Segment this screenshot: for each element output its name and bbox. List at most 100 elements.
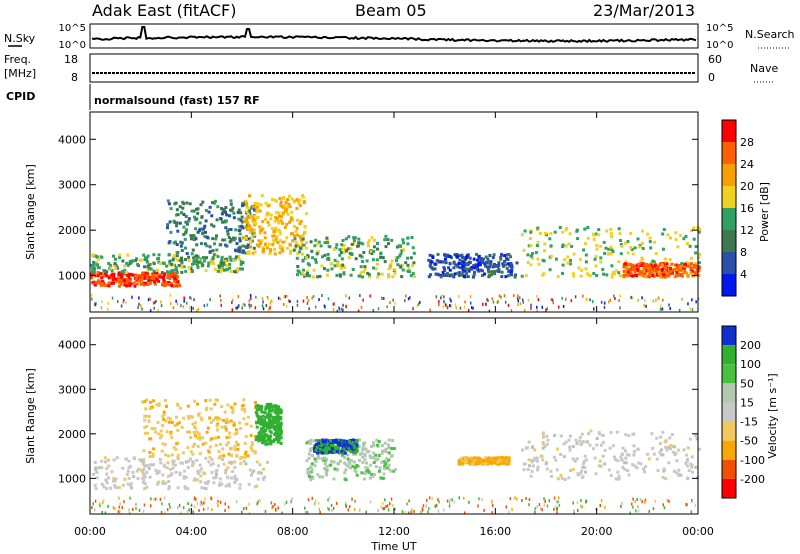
scatter-cell bbox=[372, 441, 375, 445]
noise-cell bbox=[389, 502, 391, 506]
scatter-cell bbox=[264, 415, 268, 419]
scatter-cell bbox=[209, 421, 213, 424]
colorbar-tick-label: 4 bbox=[740, 268, 747, 281]
scatter-cell bbox=[161, 480, 165, 484]
scatter-cell bbox=[630, 247, 634, 251]
scatter-cell bbox=[176, 402, 180, 406]
scatter-cell bbox=[202, 471, 206, 475]
scatter-cell bbox=[472, 264, 476, 268]
scatter-cell bbox=[342, 447, 346, 451]
scatter-cell bbox=[268, 252, 272, 256]
scatter-cell bbox=[305, 256, 308, 260]
scatter-cell bbox=[165, 466, 169, 470]
scatter-cell bbox=[342, 439, 346, 443]
scatter-cell bbox=[110, 273, 114, 277]
scatter-cell bbox=[220, 268, 223, 272]
noise-cell bbox=[662, 298, 664, 302]
noise-cell bbox=[188, 306, 191, 310]
scatter-cell bbox=[138, 258, 142, 262]
scatter-cell bbox=[592, 447, 595, 451]
noise-cell bbox=[149, 297, 151, 301]
scatter-cell bbox=[196, 265, 200, 269]
noise-cell bbox=[365, 510, 367, 514]
noise-cell bbox=[557, 500, 559, 504]
scatter-cell bbox=[429, 273, 433, 277]
scatter-cell bbox=[143, 258, 147, 261]
scatter-cell bbox=[300, 243, 304, 247]
scatter-cell bbox=[665, 262, 669, 266]
scatter-cell bbox=[236, 447, 240, 451]
noise-cell bbox=[164, 511, 166, 515]
scatter-cell bbox=[617, 474, 621, 478]
scatter-cell bbox=[572, 272, 575, 276]
scatter-cell bbox=[453, 253, 457, 257]
scatter-cell bbox=[277, 433, 280, 437]
scatter-cell bbox=[283, 204, 287, 207]
scatter-cell bbox=[291, 239, 295, 243]
scatter-cell bbox=[626, 251, 630, 255]
noise-cell bbox=[421, 508, 424, 512]
scatter-cell bbox=[198, 437, 202, 441]
scatter-cell bbox=[657, 272, 661, 276]
freq-label-line1: Freq. bbox=[4, 53, 31, 66]
scatter-cell bbox=[96, 271, 100, 275]
scatter-cell bbox=[105, 467, 109, 471]
noise-cell bbox=[573, 509, 575, 513]
scatter-cell bbox=[255, 243, 259, 247]
noise-cell bbox=[663, 506, 666, 510]
scatter-cell bbox=[697, 256, 701, 260]
scatter-cell bbox=[320, 457, 324, 461]
scatter-cell bbox=[266, 402, 270, 406]
scatter-cell bbox=[492, 253, 496, 257]
scatter-cell bbox=[452, 261, 456, 265]
scatter-cell bbox=[661, 247, 665, 251]
scatter-cell bbox=[204, 399, 208, 403]
noise-cell bbox=[551, 298, 554, 302]
scatter-cell bbox=[632, 444, 636, 448]
scatter-cell bbox=[335, 467, 339, 471]
scatter-cell bbox=[390, 454, 394, 458]
scatter-cell bbox=[225, 417, 229, 421]
scatter-cell bbox=[353, 236, 357, 240]
scatter-cell bbox=[624, 260, 628, 264]
scatter-cell bbox=[491, 265, 495, 269]
scatter-cell bbox=[676, 245, 680, 249]
scatter-cell bbox=[233, 432, 237, 436]
scatter-cell bbox=[580, 268, 584, 272]
colorbar-tick-label: -200 bbox=[740, 473, 765, 486]
noise-cell bbox=[118, 505, 121, 509]
scatter-cell bbox=[257, 431, 261, 435]
scatter-cell bbox=[571, 457, 575, 461]
scatter-cell bbox=[232, 216, 236, 220]
noise-cell bbox=[382, 507, 384, 511]
noise-right-label: N.Search bbox=[745, 28, 795, 41]
scatter-cell bbox=[96, 263, 99, 267]
scatter-cell bbox=[209, 463, 213, 467]
scatter-cell bbox=[324, 451, 328, 455]
scatter-cell bbox=[411, 272, 415, 276]
scatter-cell bbox=[226, 229, 230, 233]
scatter-cell bbox=[286, 212, 290, 216]
scatter-cell bbox=[242, 398, 246, 402]
noise-cell bbox=[678, 308, 681, 312]
noise-cell bbox=[443, 300, 445, 304]
noise-cell bbox=[265, 304, 268, 307]
scatter-cell bbox=[458, 254, 462, 258]
scatter-cell bbox=[297, 202, 301, 205]
scatter-cell bbox=[395, 259, 398, 263]
scatter-cell bbox=[199, 203, 203, 207]
noise-cell bbox=[269, 306, 271, 310]
noise-cell bbox=[345, 294, 347, 298]
scatter-cell bbox=[541, 446, 545, 450]
scatter-cell bbox=[128, 284, 132, 288]
scatter-cell bbox=[220, 457, 224, 461]
scatter-cell bbox=[235, 242, 239, 246]
scatter-cell bbox=[114, 257, 117, 261]
scatter-cell bbox=[234, 255, 238, 259]
scatter-cell bbox=[93, 267, 97, 270]
scatter-cell bbox=[609, 252, 613, 256]
noise-cell bbox=[438, 303, 440, 307]
noise-cell bbox=[135, 503, 137, 506]
scatter-cell bbox=[345, 447, 349, 451]
noise-cell bbox=[464, 511, 466, 515]
